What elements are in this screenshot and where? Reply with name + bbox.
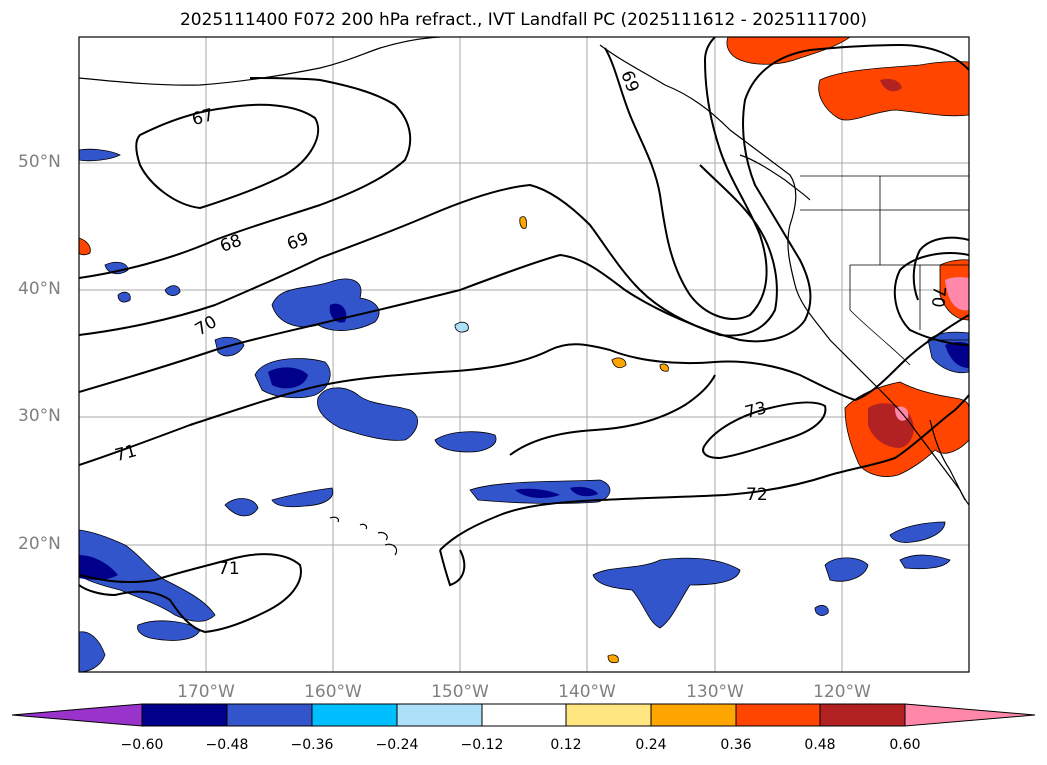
- blue-blob: [824, 557, 869, 582]
- colorbar-tick-label: 0.24: [635, 737, 667, 753]
- contour-72-loop: [439, 549, 466, 587]
- hawaii-islands: [329, 516, 398, 556]
- blue-blob: [515, 488, 560, 498]
- lat-label: 50°N: [18, 152, 61, 172]
- blue-blob: [137, 620, 201, 641]
- warm-blob: [659, 363, 669, 372]
- state-borders: [800, 176, 969, 366]
- colorbar-bin: [396, 703, 483, 727]
- contour-label: 73: [743, 398, 769, 423]
- blue-blob: [317, 387, 419, 441]
- blue-blob: [79, 529, 216, 622]
- colorbar-tick-label: 0.12: [550, 737, 582, 753]
- contour-label: 68: [217, 231, 244, 257]
- blue-blob: [454, 321, 469, 333]
- contour-71: [79, 314, 969, 466]
- north-america-coast: [599, 44, 969, 506]
- lat-label: 40°N: [18, 279, 61, 299]
- warm-blob: [880, 78, 902, 92]
- colorbar-tick-label: 0.36: [720, 737, 752, 753]
- baja-coast: [929, 419, 966, 501]
- contour-label: 70: [927, 285, 949, 308]
- lon-label: 150°W: [431, 682, 489, 702]
- colorbar-tick-label: 0.48: [804, 737, 836, 753]
- warm-blob: [519, 216, 527, 229]
- contour-67: [135, 103, 320, 210]
- warm-blob: [607, 654, 619, 664]
- colorbar-tick-label: −0.48: [205, 737, 249, 753]
- colorbar-bin: [226, 703, 313, 727]
- colorbar-bin: [735, 703, 821, 727]
- blue-blob: [268, 367, 308, 389]
- colorbar-tick-label: −0.36: [290, 737, 334, 753]
- warm-blob: [611, 357, 627, 369]
- coastlines: [79, 37, 969, 556]
- blue-blob: [117, 291, 131, 303]
- contour-70-east: [893, 252, 969, 346]
- blue-blob: [271, 487, 334, 508]
- colorbar-extend-left: [11, 703, 143, 727]
- lat-label: 20°N: [18, 534, 61, 554]
- blue-blob: [79, 555, 118, 580]
- warm-blob: [79, 237, 91, 256]
- blue-blob: [224, 498, 259, 517]
- contour-68: [79, 77, 412, 279]
- shaded-fields: [79, 37, 969, 672]
- contour-69-west: [79, 164, 778, 337]
- blue-blob: [164, 285, 181, 296]
- lon-label: 120°W: [813, 682, 871, 702]
- contour-70: [79, 43, 969, 393]
- colorbar-tick-label: −0.60: [120, 737, 164, 753]
- contour-72-top: [509, 374, 716, 456]
- contour-71-east: [912, 236, 969, 301]
- contour-label: 69: [616, 68, 642, 95]
- vancouver-island-coast: [739, 154, 811, 201]
- blue-blob: [592, 557, 741, 629]
- positive-anomaly-regions: [79, 37, 969, 664]
- blue-blob: [814, 605, 829, 616]
- map-title: 2025111400 F072 200 hPa refract., IVT La…: [179, 10, 867, 30]
- borders: [800, 175, 969, 366]
- lon-label: 130°W: [686, 682, 744, 702]
- colorbar-bin: [819, 703, 906, 727]
- colorbar-bin: [565, 703, 652, 727]
- colorbar-bin: [311, 703, 398, 727]
- contour-label: 67: [190, 105, 216, 130]
- lon-label: 140°W: [558, 682, 616, 702]
- plot-frame: [78, 36, 970, 673]
- blue-blob: [79, 631, 106, 672]
- gridlines: [79, 37, 969, 672]
- colorbar: [11, 703, 1036, 727]
- contour-label: 72: [746, 485, 768, 505]
- contour-label: 71: [218, 559, 240, 579]
- blue-blob: [570, 486, 598, 497]
- blue-blob: [79, 148, 121, 162]
- contour-label: 70: [192, 312, 221, 340]
- colorbar-tick-label: 0.60: [889, 737, 921, 753]
- contour-72: [439, 394, 969, 551]
- blue-blob: [434, 431, 497, 453]
- contour-71-south: [79, 553, 302, 634]
- blue-blob: [899, 554, 951, 570]
- blue-blob: [889, 521, 946, 543]
- contour-69-east: [604, 37, 768, 320]
- colorbar-bin: [650, 703, 737, 727]
- colorbar-bin: [141, 703, 228, 727]
- lon-label: 160°W: [304, 682, 362, 702]
- lon-label: 170°W: [177, 682, 235, 702]
- alaska-peninsula-coast: [79, 37, 441, 86]
- warm-blob: [726, 37, 851, 65]
- colorbar-tick-label: −0.12: [460, 737, 504, 753]
- colorbar-extend-right: [904, 703, 1036, 727]
- lat-label: 30°N: [18, 406, 61, 426]
- colorbar-bin: [481, 703, 567, 727]
- contour-label: 69: [284, 229, 311, 255]
- warm-blob: [945, 277, 969, 311]
- contour-73: [702, 401, 827, 460]
- blue-blob: [945, 341, 969, 368]
- colorbar-tick-label: −0.24: [375, 737, 419, 753]
- contours: [79, 37, 969, 634]
